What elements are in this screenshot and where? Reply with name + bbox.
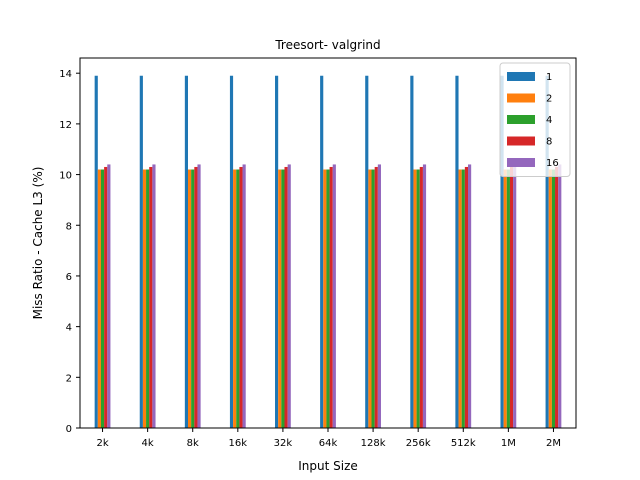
x-axis: 2k 4k 8k 16k 32k 64k 128k 256k 512k 1M 2M <box>96 428 561 449</box>
x-tick-label: 4k <box>142 438 154 449</box>
y-tick-label: 12 <box>59 120 72 131</box>
legend-label-2: 2 <box>546 94 552 105</box>
legend-label-4: 4 <box>546 115 552 126</box>
x-tick-label: 16k <box>229 438 248 449</box>
bar-series-8-256k <box>419 166 423 428</box>
bar-series-1-128k <box>365 75 369 429</box>
bar-series-16-4k <box>152 164 156 428</box>
bar-series-8-1M <box>509 166 514 428</box>
bar-series-4-64k <box>326 169 330 428</box>
bar-series-4-128k <box>371 169 375 428</box>
bar-series-8-4k <box>149 166 153 428</box>
legend-swatch-16 <box>507 158 535 167</box>
legend: 1 2 4 8 16 <box>499 62 571 177</box>
bar-series-1-8k <box>184 75 188 429</box>
bar-series-16-1M <box>513 164 517 428</box>
bar-series-4-4k <box>146 169 150 428</box>
x-tick-label: 128k <box>361 438 386 449</box>
bar-series-2-2k <box>97 169 101 428</box>
bar-series-4-512k <box>461 169 465 428</box>
bar-series-16-8k <box>197 164 201 428</box>
bar-series-2-4k <box>142 169 147 428</box>
x-tick-label: 2M <box>546 438 561 449</box>
x-tick-label: 512k <box>451 438 476 449</box>
bar-series-2-32k <box>278 169 282 428</box>
chart-title: Treesort- valgrind <box>274 38 380 52</box>
bar-series-1-256k <box>410 75 414 429</box>
bar-series-2-128k <box>368 169 372 428</box>
bar-series-1-2M <box>545 75 549 429</box>
bar-series-8-8k <box>194 166 198 428</box>
bar-series-16-64k <box>332 164 336 428</box>
bar-series-8-32k <box>284 166 288 428</box>
bar-series-1-512k <box>455 75 459 429</box>
bar-series-2-512k <box>458 169 462 428</box>
bar-series-4-2M <box>551 169 556 428</box>
y-tick-label: 8 <box>66 221 72 232</box>
bar-series-4-2k <box>100 169 105 428</box>
y-axis-label: Miss Ratio - Cache L3 (%) <box>31 167 45 320</box>
bars-group <box>94 75 562 429</box>
bar-series-1-1M <box>500 75 504 429</box>
y-axis: 0 2 4 6 8 10 12 14 <box>59 69 80 435</box>
bar-series-16-2M <box>558 164 562 428</box>
bar-series-1-2k <box>94 75 98 429</box>
legend-label-16: 16 <box>546 158 559 169</box>
bar-series-2-256k <box>413 169 417 428</box>
bar-series-2-1M <box>503 169 507 428</box>
bar-series-2-2M <box>548 169 552 428</box>
y-tick-label: 14 <box>59 69 72 80</box>
x-tick-label: 64k <box>319 438 338 449</box>
bar-series-8-128k <box>374 166 378 428</box>
legend-swatch-4 <box>507 115 535 124</box>
bar-series-2-8k <box>187 169 192 428</box>
bar-series-1-4k <box>139 75 143 429</box>
bar-series-16-16k <box>242 164 246 428</box>
y-tick-label: 0 <box>66 424 72 435</box>
bar-series-16-32k <box>287 164 291 428</box>
legend-swatch-2 <box>507 93 535 103</box>
y-tick-label: 4 <box>66 323 72 334</box>
bar-series-16-512k <box>468 164 472 428</box>
y-tick-label: 2 <box>66 373 72 384</box>
bar-series-4-256k <box>416 169 420 428</box>
legend-label-1: 1 <box>546 72 552 83</box>
x-tick-label: 32k <box>274 438 293 449</box>
bar-series-1-32k <box>275 75 279 429</box>
bar-series-16-256k <box>422 164 427 428</box>
bar-series-1-16k <box>229 75 234 429</box>
bar-series-8-2k <box>104 166 108 428</box>
bar-series-8-512k <box>464 166 469 428</box>
legend-label-8: 8 <box>546 137 552 148</box>
bar-series-4-8k <box>191 169 195 428</box>
legend-swatch-8 <box>507 136 535 146</box>
bar-series-2-64k <box>323 169 327 428</box>
x-tick-label: 1M <box>501 438 516 449</box>
bar-series-1-64k <box>320 75 324 429</box>
bar-series-4-32k <box>281 169 285 428</box>
bar-series-8-2M <box>555 166 559 428</box>
bar-series-8-64k <box>329 166 333 428</box>
bar-series-4-1M <box>506 169 510 428</box>
bar-series-2-16k <box>233 169 237 428</box>
x-tick-label: 8k <box>187 438 199 449</box>
bar-series-8-16k <box>239 166 243 428</box>
y-tick-label: 10 <box>59 171 72 182</box>
x-tick-label: 256k <box>406 438 431 449</box>
y-tick-label: 6 <box>66 272 72 283</box>
bar-series-4-16k <box>236 169 240 428</box>
bar-series-16-128k <box>377 164 381 428</box>
bar-series-16-2k <box>107 164 111 428</box>
legend-swatch-1 <box>507 72 535 81</box>
x-axis-label: Input Size <box>298 459 358 473</box>
x-tick-label: 2k <box>96 438 108 449</box>
